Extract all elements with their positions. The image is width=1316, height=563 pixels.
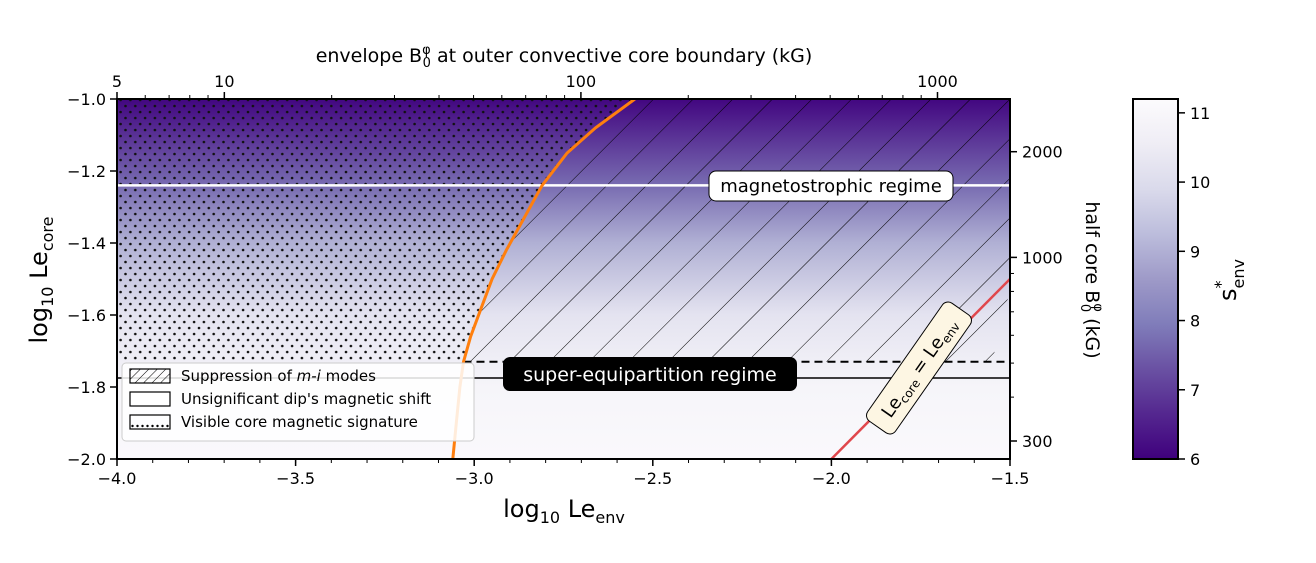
x-tick-label: −3.0 [455,469,494,488]
top-axis-label: envelope Bφ 0 at outer convective core bo… [316,43,813,71]
colorbar-label: s*env [1211,259,1248,301]
colorbar-fill [1132,98,1179,460]
colorbar: 6 7 8 9 10 11 s*env [1132,98,1248,469]
top-tick-label: 5 [112,72,122,91]
colorbar-tick-label: 8 [1190,312,1200,331]
top-tick-label: 10 [214,72,234,91]
legend: Suppression of m-i modes Unsignificant d… [121,362,475,442]
super-equipartition-text: super-equipartition regime [523,364,777,386]
x-tick-label: −2.5 [633,469,672,488]
colorbar-tick-label: 11 [1190,104,1210,123]
y-axis-label: log10 Lecore [25,217,57,344]
y-tick-label: −1.2 [67,162,106,181]
right-tick-label: 2000 [1022,143,1063,162]
y-tick-label: −1.8 [67,378,106,397]
right-axis: 300 1000 2000 [1010,143,1063,451]
y-tick-label: −1.6 [67,306,106,325]
x-tick-label: −2.0 [812,469,851,488]
le-equality-label: Lecore = Leenv [866,301,972,435]
x-tick-label: −1.5 [991,469,1030,488]
x-tick-label: −3.5 [276,469,315,488]
legend-item-hatch: Suppression of m-i modes [129,367,376,385]
legend-label-hatch: Suppression of m-i modes [181,367,376,385]
right-tick-label: 300 [1022,432,1053,451]
y-tick-label: −1.4 [67,234,106,253]
plot-frame [116,98,1011,460]
right-axis-label: half core Bφ0 (kG) [1077,201,1105,358]
magnetostrophic-text: magnetostrophic regime [720,176,942,197]
legend-item-blank: Unsignificant dip's magnetic shift [129,390,431,408]
legend-item-dots: Visible core magnetic signature [129,413,418,431]
super-equipartition-label: super-equipartition regime [503,357,797,391]
colorbar-tick-label: 10 [1190,173,1210,192]
magnetostrophic-label: magnetostrophic regime [708,170,954,202]
legend-label-blank: Unsignificant dip's magnetic shift [181,390,431,408]
legend-label-dots: Visible core magnetic signature [181,413,418,431]
top-tick-label: 100 [566,72,597,91]
colorbar-tick-label: 6 [1190,450,1200,469]
colorbar-tick-label: 9 [1190,242,1200,261]
x-axis: −4.0 −3.5 −3.0 −2.5 −2.0 −1.5 [98,459,1030,488]
y-axis: −2.0 −1.8 −1.6 −1.4 −1.2 −1.0 [67,90,117,469]
colorbar-ticks: 6 7 8 9 10 11 [1178,104,1210,469]
y-tick-label: −1.0 [67,90,106,109]
right-tick-label: 1000 [1022,248,1063,267]
colorbar-tick-label: 7 [1190,381,1200,400]
top-axis: 5 10 100 1000 [112,72,958,99]
x-axis-label: log10 Leenv [503,495,625,527]
top-tick-label: 1000 [917,72,958,91]
y-tick-label: −2.0 [67,450,106,469]
x-tick-label: −4.0 [98,469,137,488]
